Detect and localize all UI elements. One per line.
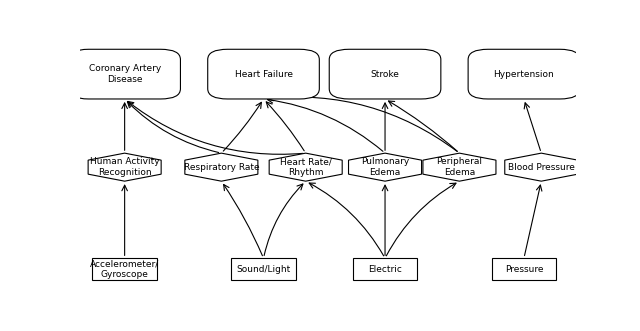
Text: Heart Rate/
Rhythm: Heart Rate/ Rhythm — [280, 158, 332, 177]
Text: Accelerometer/
Gyroscope: Accelerometer/ Gyroscope — [90, 260, 159, 279]
FancyBboxPatch shape — [468, 49, 580, 99]
FancyBboxPatch shape — [329, 49, 441, 99]
Text: Electric: Electric — [368, 264, 402, 274]
Polygon shape — [423, 153, 496, 181]
FancyBboxPatch shape — [208, 49, 319, 99]
Text: Hypertension: Hypertension — [493, 70, 554, 79]
Text: Stroke: Stroke — [371, 70, 399, 79]
Bar — [492, 258, 556, 280]
Text: Blood Pressure: Blood Pressure — [508, 163, 575, 172]
Polygon shape — [505, 153, 578, 181]
Text: Sound/Light: Sound/Light — [236, 264, 291, 274]
Polygon shape — [88, 153, 161, 181]
FancyBboxPatch shape — [69, 49, 180, 99]
Polygon shape — [185, 153, 258, 181]
Bar — [231, 258, 296, 280]
Text: Peripheral
Edema: Peripheral Edema — [436, 158, 483, 177]
Polygon shape — [349, 153, 422, 181]
Bar — [353, 258, 417, 280]
Bar — [92, 258, 157, 280]
Text: Pulmonary
Edema: Pulmonary Edema — [361, 158, 409, 177]
Text: Pressure: Pressure — [505, 264, 543, 274]
Polygon shape — [269, 153, 342, 181]
Text: Heart Failure: Heart Failure — [234, 70, 292, 79]
Text: Human Activity
Recognition: Human Activity Recognition — [90, 158, 159, 177]
Text: Coronary Artery
Disease: Coronary Artery Disease — [88, 65, 161, 84]
Text: Respiratory Rate: Respiratory Rate — [184, 163, 259, 172]
